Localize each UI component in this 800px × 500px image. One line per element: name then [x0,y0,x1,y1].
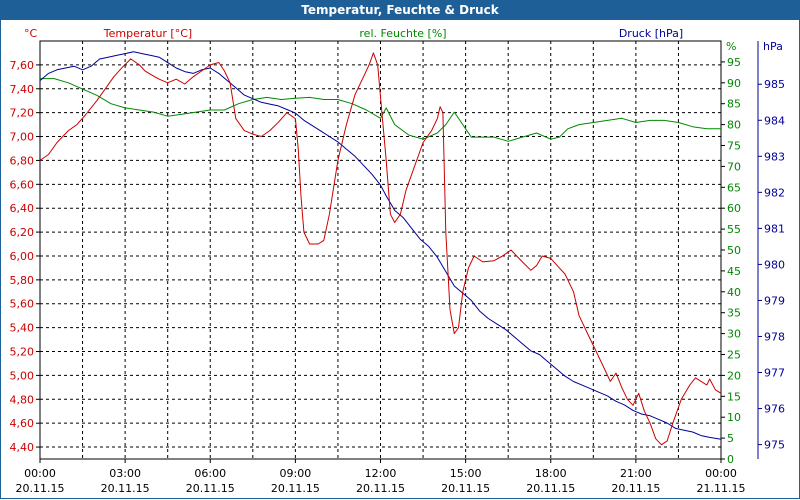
humidity-unit: % [726,40,736,53]
pressure-unit: hPa [763,40,783,53]
series-lines [39,51,722,446]
humidity-tick-label: 95 [727,56,741,69]
humidity-tick-label: 60 [727,202,741,215]
date-tick-label: 20.11.15 [611,482,660,495]
humidity-tick-label: 35 [727,307,741,320]
temperature-unit: °C [24,27,38,40]
grid [40,41,721,459]
humidity-tick-label: 75 [727,140,741,153]
temperature-tick-label: 5,20 [10,346,35,359]
humidity-tick-label: 0 [727,453,734,466]
time-tick-label: 00:00 [705,467,737,480]
time-tick-label: 03:00 [109,467,141,480]
pressure-tick-label: 985 [764,78,785,91]
series-line-pressure [39,51,722,440]
humidity-tick-label: 80 [727,119,741,132]
date-tick-label: 20.11.15 [441,482,490,495]
humidity-tick-label: 15 [727,390,741,403]
temperature-tick-label: 6,60 [10,178,35,191]
temperature-tick-label: 6,20 [10,226,35,239]
pressure-tick-label: 978 [764,330,785,343]
humidity-tick-label: 5 [727,432,734,445]
humidity-tick-label: 30 [727,328,741,341]
humidity-tick-label: 40 [727,286,741,299]
temperature-tick-label: 7,60 [10,59,35,72]
chart: °C Temperatur [°C] rel. Feuchte [%] Druck [… [10,27,786,495]
pressure-tick-label: 976 [764,403,785,416]
temperature-tick-label: 6,80 [10,154,35,167]
temperature-tick-label: 7,20 [10,107,35,120]
date-tick-label: 20.11.15 [356,482,405,495]
temperature-tick-label: 5,80 [10,274,35,287]
time-tick-label: 09:00 [280,467,312,480]
pressure-tick-label: 975 [764,439,785,452]
temperature-tick-label: 4,60 [10,417,35,430]
humidity-tick-label: 85 [727,98,741,111]
humidity-tick-label: 45 [727,265,741,278]
pressure-tick-label: 979 [764,294,785,307]
date-tick-label: 20.11.15 [16,482,65,495]
humidity-tick-label: 20 [727,369,741,382]
series-line-temperature [39,52,722,446]
axis-labels: °C Temperatur [°C] rel. Feuchte [%] Druck [… [24,27,783,459]
window-title: Temperatur, Feuchte & Druck [0,0,800,20]
humidity-tick-label: 50 [727,244,741,257]
time-tick-label: 06:00 [194,467,226,480]
temperature-axis-ticks: 7,60 7,40 7,20 7,00 6,80 6,60 6,40 6,20 6,00 5,80… [10,59,40,454]
humidity-tick-label: 65 [727,181,741,194]
time-tick-label: 18:00 [535,467,567,480]
series-line-humidity [40,78,721,142]
date-tick-label: 21.11.15 [697,482,746,495]
pressure-tick-label: 982 [764,186,785,199]
temperature-axis-title: Temperatur [°C] [103,27,192,40]
time-axis-ticks: 00:00 20.11.15 03:00 20.11.15 06:00 20.11.15 0… [16,459,746,495]
pressure-tick-label: 980 [764,258,785,271]
humidity-axis-title: rel. Feuchte [%] [359,27,446,40]
pressure-axis-title: Druck [hPa] [619,27,683,40]
time-tick-label: 21:00 [620,467,652,480]
temperature-tick-label: 7,00 [10,131,35,144]
temperature-tick-label: 4,40 [10,441,35,454]
humidity-tick-label: 70 [727,160,741,173]
date-tick-label: 20.11.15 [526,482,575,495]
date-tick-label: 20.11.15 [271,482,320,495]
pressure-tick-label: 981 [764,222,785,235]
humidity-tick-label: 55 [727,223,741,236]
pressure-axis-ticks: 985 984 983 982 981 980 979 978 977 976 975 [758,78,785,452]
time-tick-label: 00:00 [24,467,56,480]
pressure-tick-label: 984 [764,114,785,127]
humidity-tick-label: 25 [727,349,741,362]
time-tick-label: 12:00 [365,467,397,480]
date-tick-label: 20.11.15 [101,482,150,495]
temperature-tick-label: 5,60 [10,298,35,311]
pressure-tick-label: 977 [764,367,785,380]
humidity-tick-label: 10 [727,411,741,424]
temperature-tick-label: 6,40 [10,202,35,215]
temperature-tick-label: 6,00 [10,250,35,263]
pressure-tick-label: 983 [764,150,785,163]
temperature-tick-label: 5,00 [10,369,35,382]
temperature-tick-label: 5,40 [10,322,35,335]
temperature-tick-label: 7,40 [10,83,35,96]
time-tick-label: 15:00 [450,467,482,480]
temperature-tick-label: 4,80 [10,393,35,406]
date-tick-label: 20.11.15 [186,482,235,495]
humidity-tick-label: 90 [727,77,741,90]
